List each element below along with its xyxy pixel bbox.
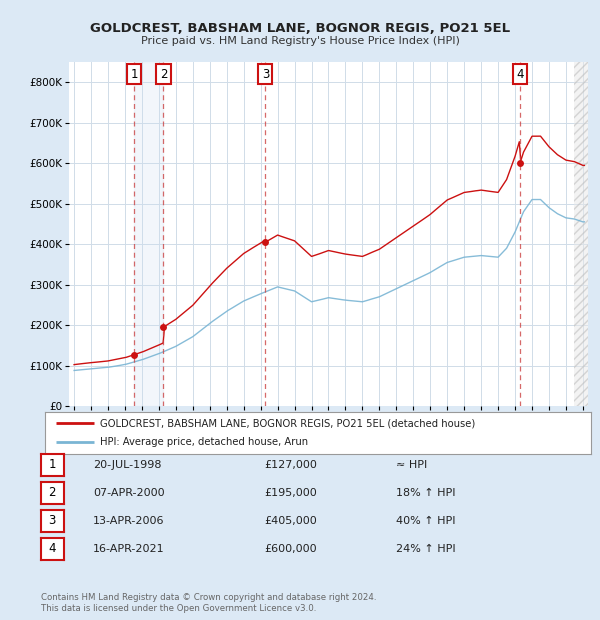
Text: Price paid vs. HM Land Registry's House Price Index (HPI): Price paid vs. HM Land Registry's House … xyxy=(140,36,460,46)
Text: 24% ↑ HPI: 24% ↑ HPI xyxy=(396,544,455,554)
Text: 3: 3 xyxy=(49,515,56,527)
Text: 18% ↑ HPI: 18% ↑ HPI xyxy=(396,488,455,498)
Text: 2: 2 xyxy=(49,487,56,499)
Text: 2: 2 xyxy=(160,68,167,81)
Text: 4: 4 xyxy=(516,68,524,81)
Text: £195,000: £195,000 xyxy=(264,488,317,498)
Text: 40% ↑ HPI: 40% ↑ HPI xyxy=(396,516,455,526)
Text: 1: 1 xyxy=(130,68,138,81)
Text: HPI: Average price, detached house, Arun: HPI: Average price, detached house, Arun xyxy=(100,438,308,448)
Text: 4: 4 xyxy=(49,542,56,555)
Text: 13-APR-2006: 13-APR-2006 xyxy=(93,516,164,526)
Text: ≈ HPI: ≈ HPI xyxy=(396,460,427,470)
Text: £600,000: £600,000 xyxy=(264,544,317,554)
Text: 1: 1 xyxy=(49,459,56,471)
Text: 16-APR-2021: 16-APR-2021 xyxy=(93,544,164,554)
Text: 20-JUL-1998: 20-JUL-1998 xyxy=(93,460,161,470)
Text: 3: 3 xyxy=(262,68,269,81)
Text: Contains HM Land Registry data © Crown copyright and database right 2024.
This d: Contains HM Land Registry data © Crown c… xyxy=(41,593,376,613)
Text: £405,000: £405,000 xyxy=(264,516,317,526)
Text: GOLDCREST, BABSHAM LANE, BOGNOR REGIS, PO21 5EL: GOLDCREST, BABSHAM LANE, BOGNOR REGIS, P… xyxy=(90,22,510,35)
Text: 07-APR-2000: 07-APR-2000 xyxy=(93,488,164,498)
Text: GOLDCREST, BABSHAM LANE, BOGNOR REGIS, PO21 5EL (detached house): GOLDCREST, BABSHAM LANE, BOGNOR REGIS, P… xyxy=(100,418,475,428)
Bar xyxy=(134,62,163,406)
Bar xyxy=(574,62,600,406)
Bar xyxy=(574,62,600,406)
Text: £127,000: £127,000 xyxy=(264,460,317,470)
